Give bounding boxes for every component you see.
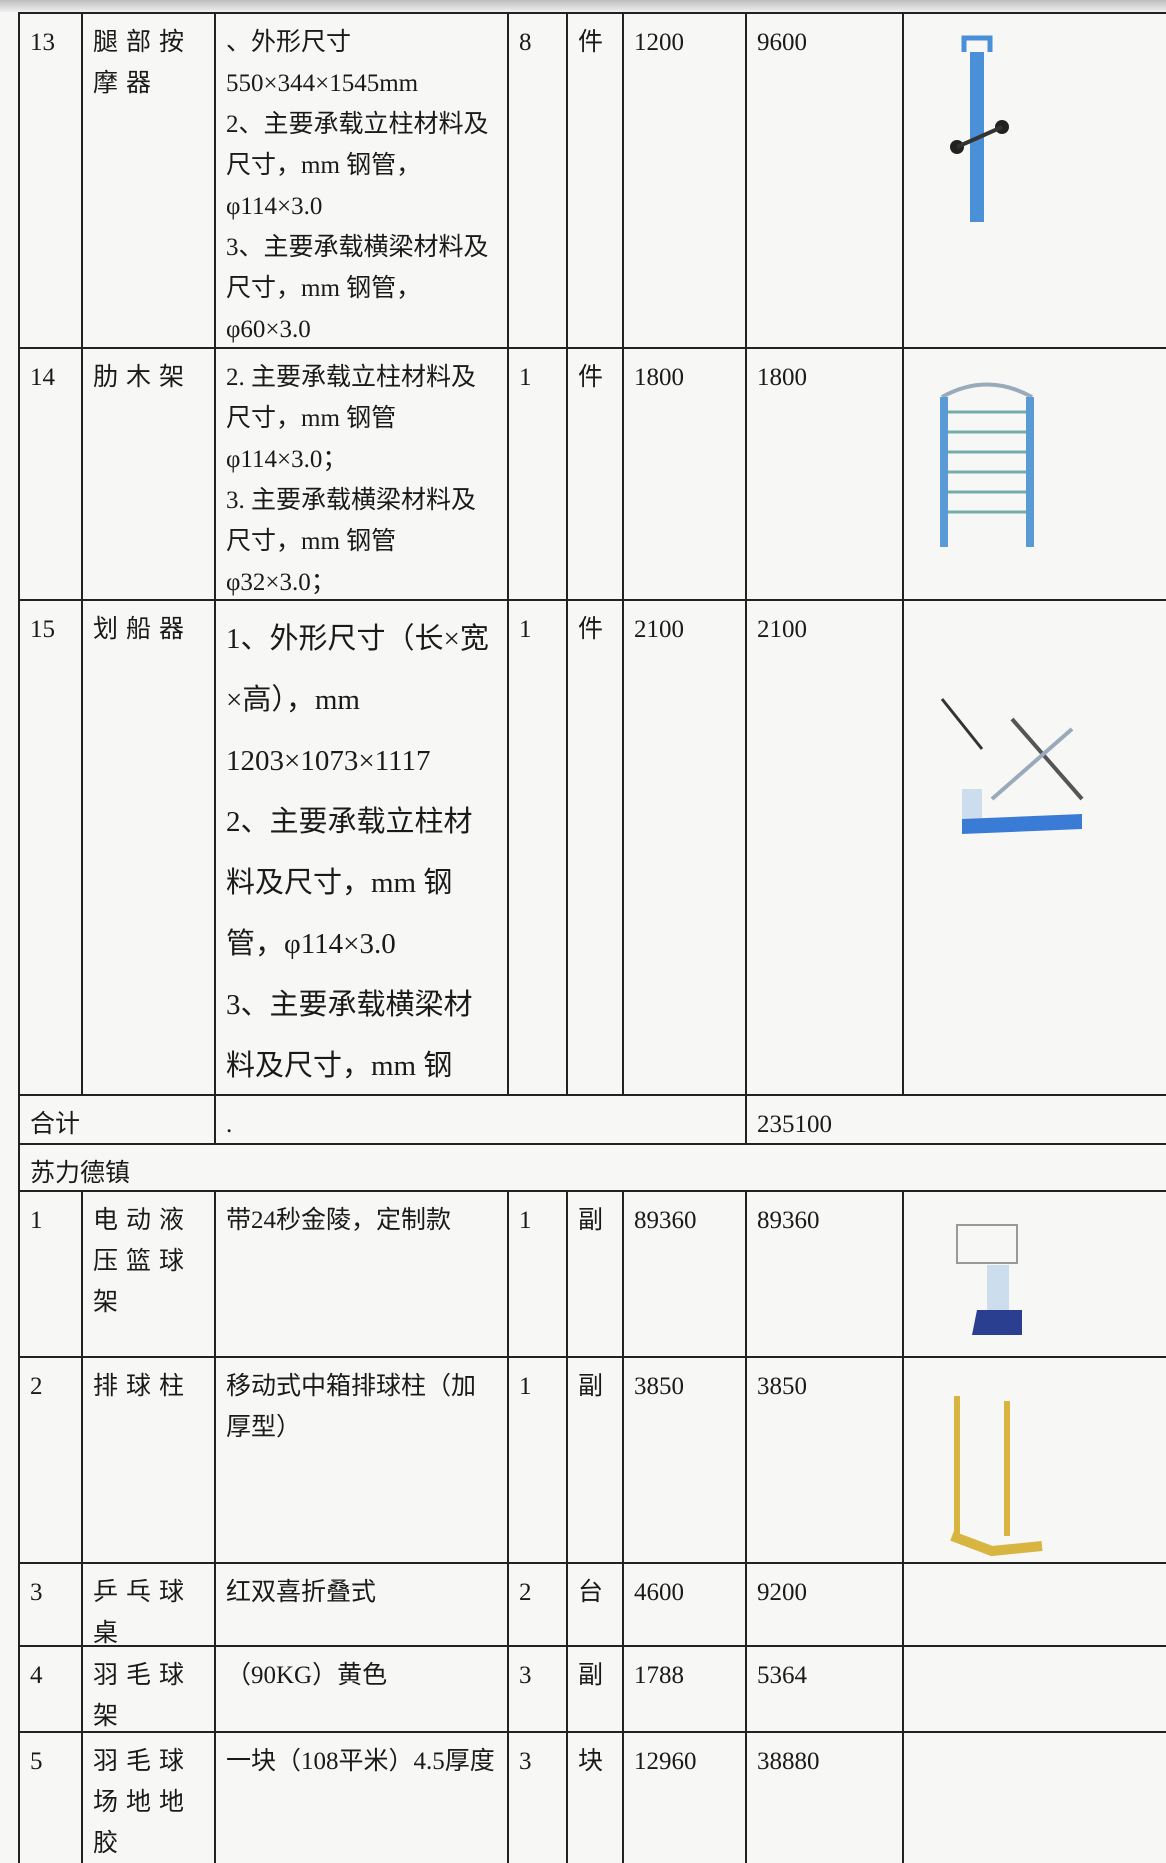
item-unit: 件	[566, 347, 624, 601]
item-picture	[902, 1645, 1166, 1733]
item-price: 2100	[622, 599, 747, 1096]
item-no: 14	[18, 347, 83, 601]
item-qty: 1	[507, 1356, 568, 1564]
item-name: 排球柱	[81, 1356, 216, 1564]
spec-line: （90KG）黄色	[226, 1662, 388, 1689]
spec-line: 红双喜折叠式	[226, 1579, 377, 1606]
item-price: 89360	[622, 1190, 747, 1358]
item-unit: 件	[566, 599, 624, 1096]
spec-line: 3、主要承载横梁材料及尺寸，mm 钢管，φ60×3.0	[226, 234, 489, 343]
spec-line: 1、外形尺寸（长×宽×高），mm 1203×1073×1117	[226, 623, 489, 777]
item-qty: 1	[507, 1190, 568, 1358]
item-name: 乒乓球桌	[81, 1562, 216, 1647]
item-name: 羽毛球架	[81, 1645, 216, 1733]
product-image	[940, 698, 1084, 834]
item-price: 1200	[622, 12, 747, 349]
item-total: 3850	[745, 1356, 904, 1564]
item-qty: 3	[507, 1645, 568, 1733]
item-total: 2100	[745, 599, 904, 1096]
item-picture	[902, 1356, 1166, 1564]
product-image	[940, 382, 1034, 547]
item-spec: 一块（108平米）4.5厚度	[214, 1731, 509, 1863]
item-name: 腿部按摩器	[81, 12, 216, 349]
spec-line: 移动式中箱排球柱（加厚型）	[226, 1373, 477, 1441]
subtotal-total: 235100	[745, 1094, 1166, 1145]
item-spec: 1、外形尺寸（长×宽×高），mm 1203×1073×1117 2、主要承载立柱材…	[214, 599, 509, 1096]
scan-edge	[0, 0, 1166, 12]
item-name: 电动液压篮球架	[81, 1190, 216, 1358]
item-price: 3850	[622, 1356, 747, 1564]
product-image	[950, 35, 1009, 222]
item-unit: 台	[566, 1562, 624, 1647]
item-spec: 红双喜折叠式	[214, 1562, 509, 1647]
item-no: 2	[18, 1356, 83, 1564]
item-no: 15	[18, 599, 83, 1096]
spec-line: 2、主要承载立柱材料及尺寸，mm 钢管，φ114×3.0	[226, 806, 473, 960]
item-picture	[902, 1190, 1166, 1358]
item-qty: 8	[507, 12, 568, 349]
spec-line: 2. 主要承载立柱材料及尺寸，mm 钢管 φ114×3.0；	[226, 364, 477, 473]
item-name: 肋木架	[81, 347, 216, 601]
item-total: 9600	[745, 12, 904, 349]
item-name: 划船器	[81, 599, 216, 1096]
item-total: 9200	[745, 1562, 904, 1647]
item-spec: 带24秒金陵，定制款	[214, 1190, 509, 1358]
subtotal-note: .	[214, 1094, 747, 1145]
item-total: 89360	[745, 1190, 904, 1358]
item-picture	[902, 347, 1166, 601]
spec-line: 3. 主要承载横梁材料及尺寸，mm 钢管 φ32×3.0；	[226, 487, 477, 596]
item-price: 4600	[622, 1562, 747, 1647]
spec-line: 2、主要承载立柱材料及尺寸，mm 钢管，φ114×3.0	[226, 111, 489, 220]
spec-line: 一块（108平米）4.5厚度	[226, 1748, 495, 1775]
item-unit: 副	[566, 1190, 624, 1358]
spec-line: 3、主要承载横梁材料及尺寸，mm 钢管，φ60×3.0；	[226, 989, 473, 1082]
item-spec: 、外形尺寸550×344×1545mm 2、主要承载立柱材料及尺寸，mm 钢管，φ…	[214, 12, 509, 349]
item-picture	[902, 1562, 1166, 1647]
item-total: 5364	[745, 1645, 904, 1733]
item-picture	[902, 599, 1166, 1096]
item-picture	[902, 12, 1166, 349]
product-image	[956, 1224, 1022, 1335]
item-qty: 1	[507, 599, 568, 1096]
item-no: 3	[18, 1562, 83, 1647]
item-no: 13	[18, 12, 83, 349]
item-price: 12960	[622, 1731, 747, 1863]
item-spec: 2. 主要承载立柱材料及尺寸，mm 钢管 φ114×3.0； 3. 主要承载横梁材…	[214, 347, 509, 601]
item-total: 1800	[745, 347, 904, 601]
item-unit: 件	[566, 12, 624, 349]
spec-line: 带24秒金陵，定制款	[226, 1207, 452, 1234]
section-title: 苏力德镇	[18, 1143, 1166, 1192]
item-unit: 副	[566, 1356, 624, 1564]
subtotal-label: 合计	[18, 1094, 216, 1145]
item-no: 4	[18, 1645, 83, 1733]
item-spec: 移动式中箱排球柱（加厚型）	[214, 1356, 509, 1564]
item-unit: 副	[566, 1645, 624, 1733]
item-unit: 块	[566, 1731, 624, 1863]
item-spec: （90KG）黄色	[214, 1645, 509, 1733]
product-image	[950, 1396, 1043, 1557]
spec-line: 、外形尺寸550×344×1545mm	[226, 29, 419, 97]
item-no: 5	[18, 1731, 83, 1863]
item-picture	[902, 1731, 1166, 1863]
item-name: 羽毛球场地地胶	[81, 1731, 216, 1863]
item-price: 1788	[622, 1645, 747, 1733]
item-total: 38880	[745, 1731, 904, 1863]
item-price: 1800	[622, 347, 747, 601]
item-qty: 1	[507, 347, 568, 601]
item-qty: 2	[507, 1562, 568, 1647]
item-no: 1	[18, 1190, 83, 1358]
item-qty: 3	[507, 1731, 568, 1863]
